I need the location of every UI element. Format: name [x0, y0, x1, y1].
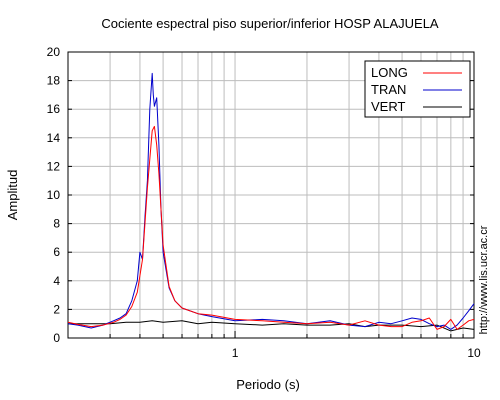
chart-title: Cociente espectral piso superior/inferio…: [101, 16, 439, 31]
grid-lines: [68, 52, 474, 338]
y-axis-label: Amplitud: [5, 170, 20, 221]
y-tick-label: 16: [47, 102, 61, 116]
x-axis-label: Periodo (s): [236, 377, 300, 392]
y-tick-label: 4: [53, 274, 60, 288]
axis-ticks: 0 2 4 6 8 10 12 14 16 18 20 1 10: [47, 45, 481, 360]
legend-label-vert: VERT: [371, 99, 405, 114]
y-tick-label: 18: [47, 74, 61, 88]
y-tick-label: 20: [47, 45, 61, 59]
legend: LONG TRAN VERT: [364, 60, 471, 118]
legend-box: [364, 60, 471, 118]
series-layer: [67, 72, 475, 332]
legend-label-tran: TRAN: [371, 82, 406, 97]
legend-label-long: LONG: [371, 65, 408, 80]
x-tick-label: 1: [232, 346, 239, 360]
y-tick-label: 6: [53, 245, 60, 259]
series-line-long: [67, 125, 475, 330]
y-tick-label: 0: [53, 331, 60, 345]
y-tick-label: 12: [47, 159, 61, 173]
y-tick-label: 8: [53, 217, 60, 231]
source-url-label: http://www.lis.ucr.ac.cr: [478, 225, 490, 334]
x-tick-label: 10: [467, 346, 481, 360]
series-line-vert: [68, 320, 475, 332]
y-tick-label: 14: [47, 131, 61, 145]
y-tick-label: 2: [53, 302, 60, 316]
y-tick-label: 10: [47, 188, 61, 202]
